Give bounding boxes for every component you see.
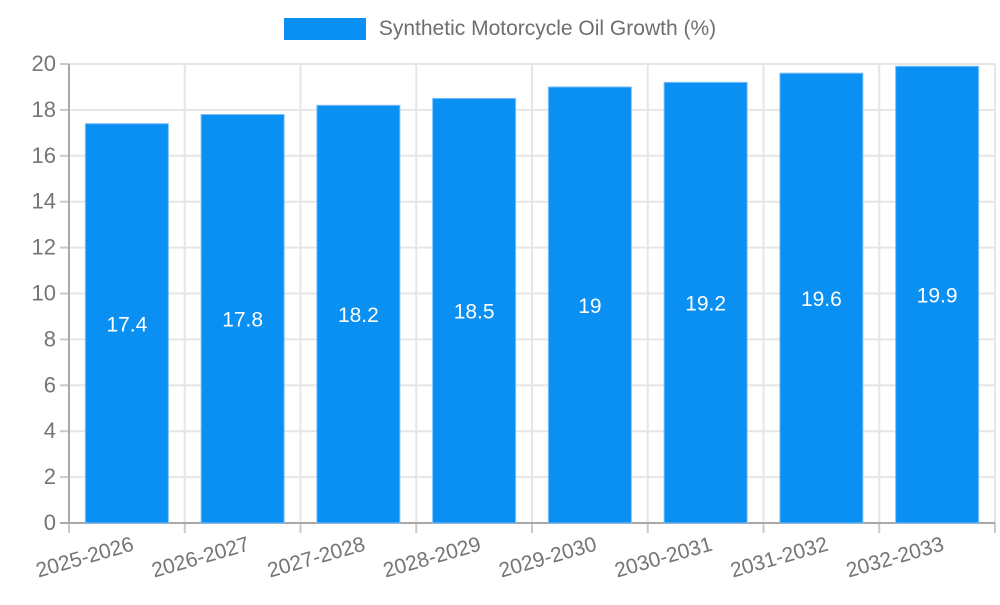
x-tick-label: 2032-2033	[844, 533, 947, 583]
x-tick-label: 2025-2026	[33, 533, 136, 583]
y-tick-label: 18	[32, 97, 56, 122]
y-tick-label: 10	[32, 281, 56, 306]
y-tick-label: 16	[32, 143, 56, 168]
y-tick-label: 14	[32, 189, 56, 214]
y-tick-label: 6	[44, 372, 56, 397]
bar-2029-2030[interactable]	[547, 86, 632, 524]
bar-value-label: 19.2	[685, 293, 726, 316]
x-tick-label: 2026-2027	[149, 533, 252, 583]
y-tick-label: 0	[44, 510, 56, 535]
bar-2030-2031[interactable]	[663, 81, 748, 524]
axis-ticks	[60, 63, 996, 533]
bar-value-label: 19	[578, 295, 601, 318]
legend-item[interactable]: Synthetic Motorcycle Oil Growth (%)	[283, 16, 717, 42]
bar-2028-2029[interactable]	[432, 97, 517, 524]
legend-swatch	[283, 18, 366, 40]
bar-value-label: 18.2	[338, 304, 379, 327]
bar-value-label: 18.5	[454, 301, 495, 324]
bar-2025-2026[interactable]	[84, 123, 169, 524]
x-tick-label: 2031-2032	[728, 533, 831, 583]
x-tick-label: 2028-2029	[381, 533, 484, 583]
bar-value-label: 17.4	[106, 313, 147, 336]
y-tick-label: 4	[44, 418, 56, 443]
y-tick-label: 2	[44, 464, 56, 489]
bar-2026-2027[interactable]	[200, 113, 285, 524]
bar-2031-2032[interactable]	[779, 72, 864, 524]
bar-value-label: 19.9	[917, 285, 958, 308]
bar-2032-2033[interactable]	[895, 65, 980, 524]
y-tick-label: 20	[32, 51, 56, 76]
x-tick-label: 2027-2028	[265, 533, 368, 583]
bar-value-label: 17.8	[222, 309, 263, 332]
chart-legend: Synthetic Motorcycle Oil Growth (%)	[0, 16, 1000, 42]
x-tick-label: 2030-2031	[612, 533, 715, 583]
x-tick-label: 2029-2030	[496, 533, 599, 583]
bar-2027-2028[interactable]	[316, 104, 401, 524]
bar-value-label: 19.6	[801, 288, 842, 311]
legend-label: Synthetic Motorcycle Oil Growth (%)	[378, 17, 717, 40]
value-labels: 17.4 17.8 18.2 18.5 19 19.2 19.6 19.9	[106, 285, 957, 337]
bars	[84, 65, 980, 524]
y-tick-label: 12	[32, 235, 56, 260]
x-axis-labels: 2025-2026 2026-2027 2027-2028 2028-2029 2029…	[33, 533, 946, 583]
y-axis-labels: 0 2 4 6 8 10 12 14 16 18 20	[32, 51, 56, 535]
y-tick-label: 8	[44, 326, 56, 351]
